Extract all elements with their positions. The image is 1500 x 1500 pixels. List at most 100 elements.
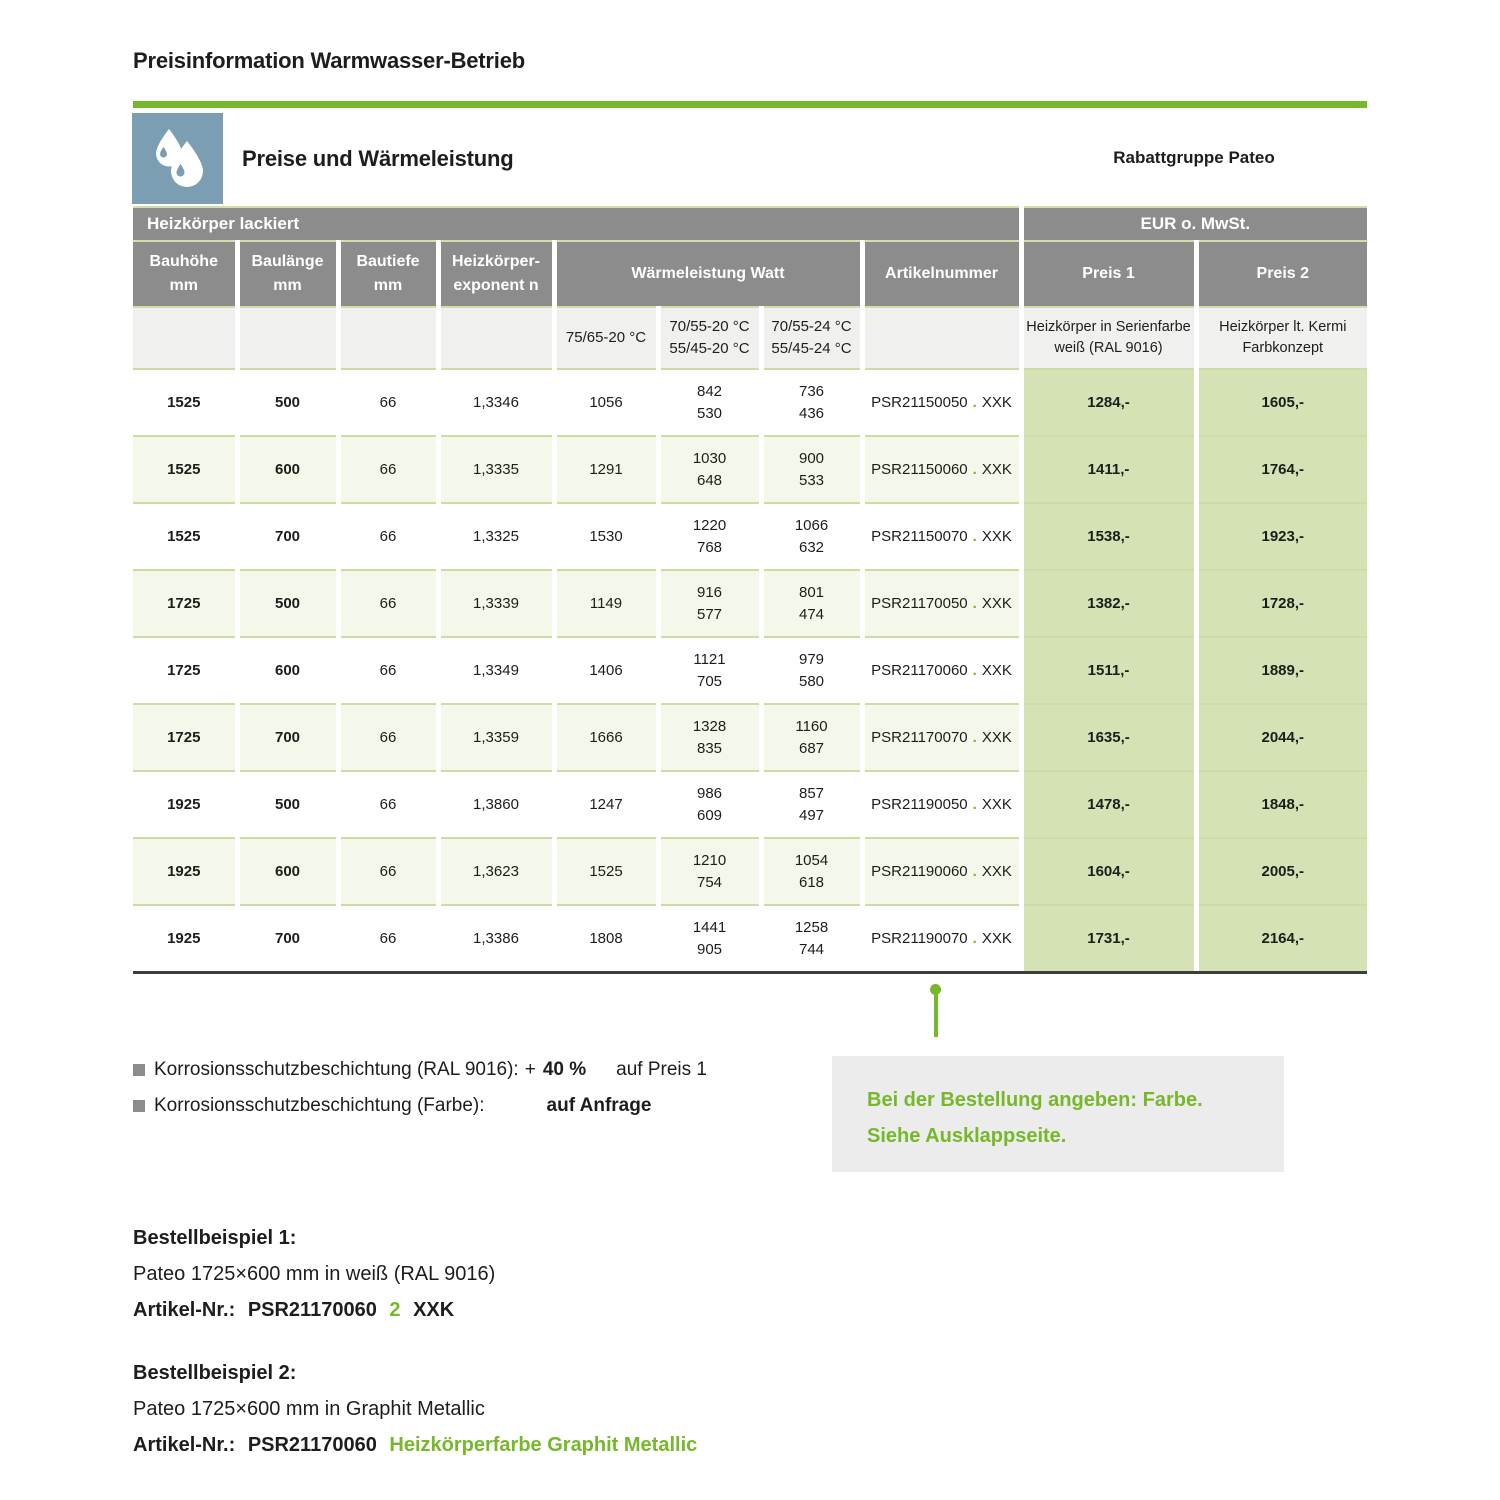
watt-line: 979 [798,650,825,668]
cell-watt3: 736 436 [761,368,865,436]
cell-artikelnummer: PSR21190050. XXK [862,770,1024,838]
header-line: Baulänge [251,253,324,270]
artikel-number: PSR21190050 [871,796,968,813]
callout-box: Bei der Bestellung angeben: Farbe. Siehe… [832,1056,1284,1172]
note-label: Korrosionsschutzbeschichtung (Farbe): [154,1095,485,1116]
cell-watt2: 1210 754 [658,837,764,905]
cell-preis2: 1605,- [1196,368,1368,436]
cell-exponent: 1,3386 [438,904,557,971]
subheader-empty [133,307,240,369]
header-line: Bautiefe [356,253,420,270]
artikel-suffix: XXK [981,796,1012,813]
cell-exponent: 1,3325 [438,502,557,570]
watt-line: 1328 [692,717,727,735]
header-line: mm [273,277,302,294]
cell-watt1: 1406 [554,636,661,704]
watt-line: 768 [696,538,723,556]
artikel-number: PSR21170070 [871,729,968,746]
cell-bauhoehe: 1725 [133,703,240,771]
note-suffix: auf Preis 1 [616,1059,707,1080]
cell-watt1: 1530 [554,502,661,570]
watt-line: 533 [798,471,825,489]
cell-exponent: 1,3860 [438,770,557,838]
watt-line: 857 [798,784,825,802]
artikel-suffix: XXK [981,394,1012,411]
note-value: 40 % [542,1059,587,1080]
watt-line: 632 [798,538,825,556]
notes: Korrosionsschutzbeschichtung (RAL 9016):… [133,1052,707,1124]
page-title: Preisinformation Warmwasser-Betrieb [133,48,525,73]
cell-exponent: 1,3359 [438,703,557,771]
cell-preis2: 1848,- [1196,770,1368,838]
note-corrosion-ral: Korrosionsschutzbeschichtung (RAL 9016):… [133,1052,707,1088]
artikel-color-code: Heizkörperfarbe Graphit Metallic [389,1434,698,1456]
artikel-number: PSR21190060 [871,863,968,880]
cell-baulaenge: 500 [237,770,341,838]
watt-line: 905 [696,940,723,958]
section-title: Preise und Wärmeleistung [242,146,514,171]
artikel-dot: . [972,930,977,947]
artikel-number: PSR21150060 [871,461,968,478]
artikel-suffix: XXK [981,863,1012,880]
cell-bautiefe: 66 [338,904,441,971]
cell-bauhoehe: 1725 [133,636,240,704]
cell-watt3: 979 580 [761,636,865,704]
col-header-baulaenge: Baulänge mm [237,241,341,308]
cell-exponent: 1,3339 [438,569,557,637]
artikel-suffix: XXK [981,595,1012,612]
cell-preis1: 1538,- [1021,502,1199,570]
subheader-empty [237,307,341,369]
cell-preis2: 2164,- [1196,904,1368,971]
col-header-bauhoehe: Bauhöhe mm [133,241,240,308]
cell-preis2: 1764,- [1196,435,1368,503]
cell-exponent: 1,3335 [438,435,557,503]
artikel-number: PSR21170060 [871,662,968,679]
example-title: Bestellbeispiel 2: [133,1362,297,1384]
group-eur-o-mwst: EUR o. MwSt. [1021,206,1368,242]
artikel-dot: . [972,863,977,880]
cell-preis1: 1635,- [1021,703,1199,771]
cell-baulaenge: 700 [237,502,341,570]
cell-watt3: 1258 744 [761,904,865,971]
subheader-preis1: Heizkörper in Serienfarbe weiß (RAL 9016… [1021,307,1199,369]
cell-artikelnummer: PSR21150070. XXK [862,502,1024,570]
watt-line: 705 [696,672,723,690]
note-plus: + [524,1059,536,1080]
artikel-suffix: XXK [981,930,1012,947]
subheader-line: 70/55-20 °C [669,318,750,336]
subheader-watt-70-55-24: 70/55-24 °C 55/45-24 °C [761,307,865,369]
header-line: exponent n [453,277,539,294]
cell-preis2: 1728,- [1196,569,1368,637]
subheader-line: 55/45-20 °C [669,340,750,357]
artikel-suffix: XXK [981,528,1012,545]
artikel-dot: . [972,528,977,545]
cell-baulaenge: 600 [237,837,341,905]
col-header-bautiefe: Bautiefe mm [338,241,441,308]
artikel-dot: . [972,394,977,411]
col-header-preis2: Preis 2 [1196,241,1368,308]
artikel-label: Artikel-Nr.: [133,1434,236,1456]
watt-line: 744 [798,940,825,958]
cell-preis1: 1284,- [1021,368,1199,436]
header-line: Bauhöhe [149,253,218,270]
cell-exponent: 1,3346 [438,368,557,436]
table-row: 1925 500 66 1,3860 1247 986 609 857 497 PS… [133,770,1368,838]
example-description: Pateo 1725×600 mm in weiß (RAL 9016) [133,1263,496,1285]
cell-exponent: 1,3349 [438,636,557,704]
cell-baulaenge: 700 [237,703,341,771]
watt-line: 580 [798,672,825,690]
cell-bauhoehe: 1925 [133,770,240,838]
note-value: auf Anfrage [546,1095,652,1116]
cell-preis2: 2005,- [1196,837,1368,905]
bullet-square-icon [133,1100,145,1112]
accent-rule [133,101,1367,108]
cell-preis1: 1382,- [1021,569,1199,637]
artikel-color-code: 2 [389,1299,401,1321]
col-header-exponent: Heizkörper- exponent n [438,241,557,308]
subheader-line: 70/55-24 °C [771,318,852,336]
cell-watt1: 1808 [554,904,661,971]
col-header-preis1: Preis 1 [1021,241,1199,308]
artikel-label: Artikel-Nr.: [133,1299,236,1321]
table-row: 1725 700 66 1,3359 1666 1328 835 1160 687 … [133,703,1368,771]
cell-watt2: 1121 705 [658,636,764,704]
